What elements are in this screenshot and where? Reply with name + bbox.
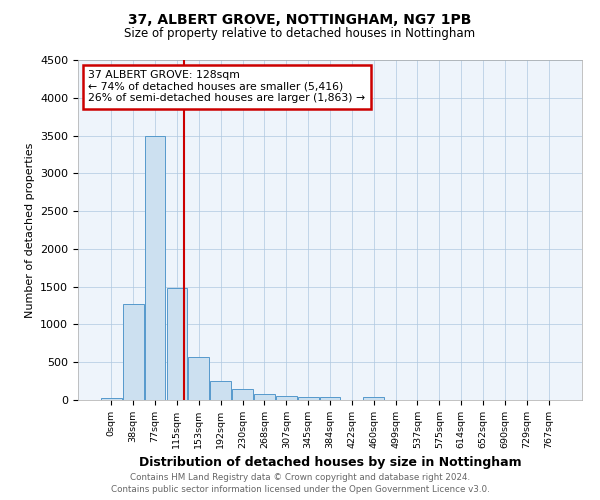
Text: 37 ALBERT GROVE: 128sqm
← 74% of detached houses are smaller (5,416)
26% of semi: 37 ALBERT GROVE: 128sqm ← 74% of detache… xyxy=(88,70,365,103)
Bar xyxy=(101,398,122,400)
X-axis label: Distribution of detached houses by size in Nottingham: Distribution of detached houses by size … xyxy=(139,456,521,469)
Bar xyxy=(364,396,384,400)
Bar xyxy=(123,304,143,400)
Text: Size of property relative to detached houses in Nottingham: Size of property relative to detached ho… xyxy=(124,28,476,40)
Text: Contains HM Land Registry data © Crown copyright and database right 2024.: Contains HM Land Registry data © Crown c… xyxy=(130,472,470,482)
Bar xyxy=(298,398,319,400)
Bar xyxy=(320,396,340,400)
Text: Contains public sector information licensed under the Open Government Licence v3: Contains public sector information licen… xyxy=(110,485,490,494)
Bar xyxy=(145,136,166,400)
Bar xyxy=(254,394,275,400)
Bar xyxy=(167,288,187,400)
Text: 37, ALBERT GROVE, NOTTINGHAM, NG7 1PB: 37, ALBERT GROVE, NOTTINGHAM, NG7 1PB xyxy=(128,12,472,26)
Bar xyxy=(232,390,253,400)
Bar xyxy=(188,357,209,400)
Bar xyxy=(276,396,296,400)
Bar xyxy=(210,381,231,400)
Y-axis label: Number of detached properties: Number of detached properties xyxy=(25,142,35,318)
